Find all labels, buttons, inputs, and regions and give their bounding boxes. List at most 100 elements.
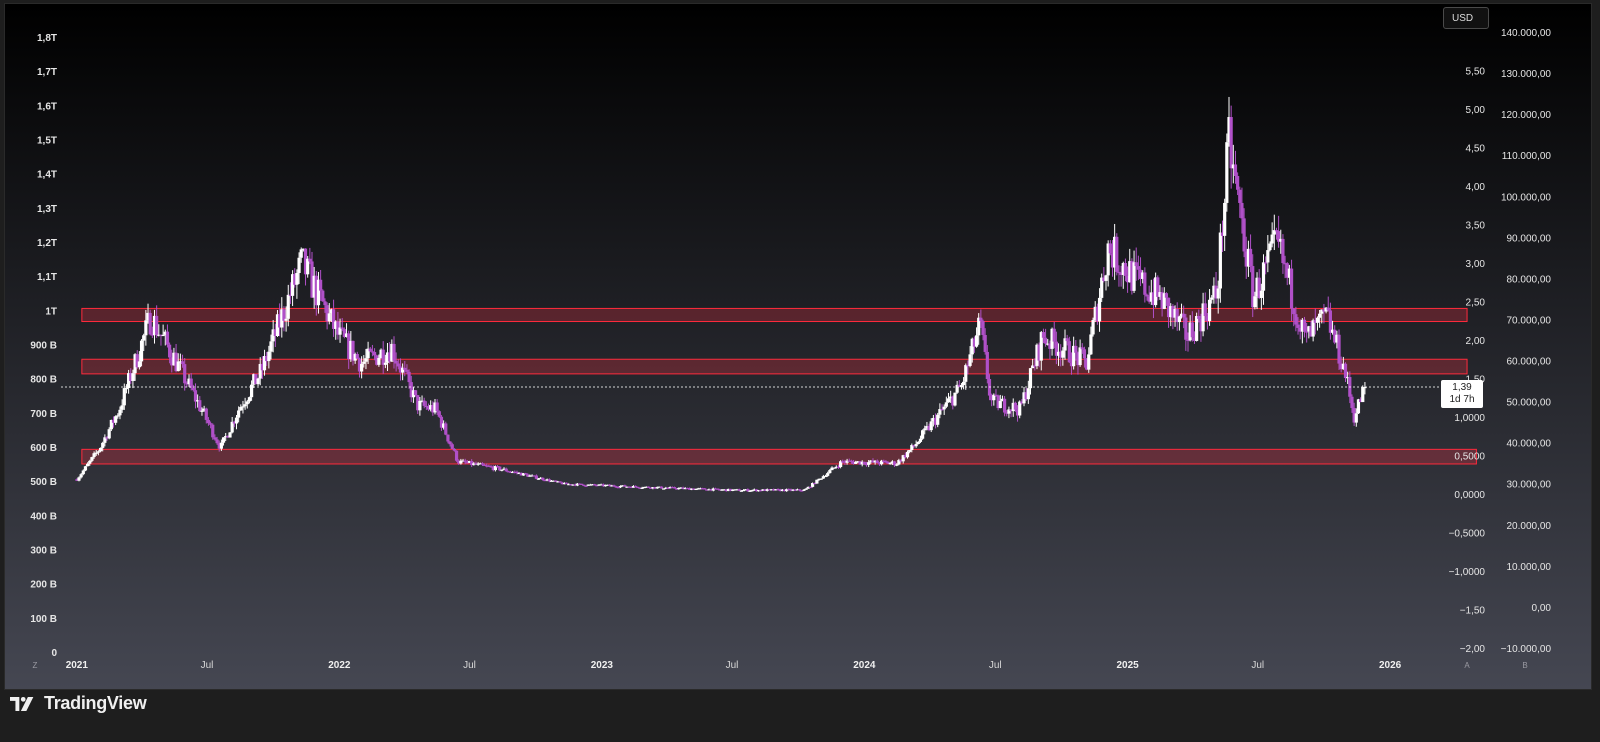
candle-up: [552, 480, 556, 482]
candle-down: [1285, 263, 1289, 278]
candle-down: [370, 351, 375, 353]
candle-down: [413, 390, 418, 396]
candle-up: [133, 354, 137, 374]
right-axis-tick: 60.000,00: [1507, 357, 1552, 368]
candle-down: [515, 471, 519, 474]
candle-up: [299, 249, 303, 258]
candle-down: [903, 455, 907, 458]
candle-down: [793, 489, 797, 491]
candle-up: [521, 473, 526, 476]
candle-up: [769, 489, 774, 491]
candle-down: [1052, 328, 1056, 342]
candle-up: [597, 484, 601, 486]
candle-up: [390, 343, 394, 362]
candle-up: [1026, 388, 1030, 400]
candle-up: [360, 363, 364, 372]
candle-down: [994, 394, 998, 396]
candle-up: [478, 463, 482, 465]
candle-up: [679, 487, 683, 489]
candle-up: [1113, 236, 1117, 268]
candle-down: [601, 484, 605, 487]
left-axis-tick: 1,5T: [37, 136, 57, 147]
candle-down: [426, 406, 431, 410]
resistance-zone[interactable]: [81, 448, 1477, 465]
candle-up: [1173, 308, 1177, 318]
resistance-zone[interactable]: [81, 307, 1468, 323]
left-axis-tick: 300 B: [30, 546, 57, 557]
chart-panel[interactable]: 1,8T 1,7T 1,6T 1,5T 1,4T 1,3T 1,2T 1,1T 1T 900 B 8…: [4, 3, 1592, 690]
candle-up: [200, 410, 204, 412]
corner-label-right[interactable]: B: [1522, 661, 1527, 670]
candle-down: [787, 489, 791, 491]
candle-down: [1322, 309, 1326, 312]
candle-up: [696, 488, 700, 490]
corner-label-left[interactable]: Z: [33, 661, 38, 670]
candle-down: [534, 475, 538, 479]
candle-down: [582, 484, 586, 486]
candle-down: [687, 487, 692, 490]
candle-down: [232, 421, 236, 424]
mid-axis-tick: 3,50: [1466, 221, 1486, 232]
candle-down: [431, 405, 435, 413]
right-axis-tick: 40.000,00: [1507, 439, 1552, 450]
candle-down: [504, 468, 508, 472]
candle-up: [401, 367, 405, 373]
candle-up: [955, 384, 959, 393]
candle-down: [444, 423, 448, 435]
candle-down: [1074, 345, 1078, 353]
candle-up: [103, 437, 107, 443]
candle-up: [1272, 230, 1276, 235]
x-axis-tick: 2024: [853, 660, 876, 671]
candle-down: [1350, 396, 1354, 408]
candle-up: [131, 373, 135, 381]
candle-up: [1104, 275, 1108, 281]
candle-up: [461, 460, 465, 462]
candle-down: [355, 354, 359, 359]
candle-up: [1141, 272, 1145, 279]
candle-up: [178, 361, 182, 363]
candle-up: [1318, 313, 1322, 318]
candle-up: [644, 486, 649, 488]
candle-down: [716, 488, 720, 490]
candle-up: [1106, 243, 1110, 276]
candle-up: [1078, 347, 1082, 366]
candle-up: [511, 471, 515, 474]
candle-up: [774, 489, 778, 491]
candle-down: [864, 463, 869, 466]
price-chart[interactable]: 1,8T 1,7T 1,6T 1,5T 1,4T 1,3T 1,2T 1,1T 1T 900 B 8…: [5, 4, 1591, 689]
candle-down: [899, 460, 903, 462]
candle-up: [1061, 350, 1065, 358]
candle-down: [208, 423, 213, 425]
right-axis-tick: 140.000,00: [1501, 28, 1551, 39]
resistance-zone[interactable]: [81, 358, 1468, 375]
tradingview-logo[interactable]: TradingView: [10, 693, 147, 714]
candle-up: [698, 488, 702, 490]
candle-down: [849, 460, 854, 462]
candle-down: [180, 361, 185, 365]
candle-down: [1117, 271, 1121, 274]
candle-up: [1162, 293, 1166, 309]
candle-down: [435, 402, 439, 412]
mid-axis-tick: 2,50: [1466, 298, 1486, 309]
candle-up: [81, 470, 85, 475]
candle-down: [75, 479, 79, 481]
candle-down: [1136, 266, 1140, 270]
candle-up: [467, 460, 472, 463]
candle-down: [422, 400, 426, 406]
candle-up: [92, 453, 96, 458]
candle-up: [1132, 262, 1136, 291]
candle-up: [1093, 306, 1097, 321]
candle-up: [219, 442, 223, 449]
candle-up: [1056, 351, 1061, 356]
candle-up: [834, 466, 838, 468]
left-axis-tick: 200 B: [30, 580, 57, 591]
candle-up: [124, 387, 129, 390]
candle-down: [1005, 412, 1009, 414]
candle-up: [707, 489, 711, 491]
currency-selector[interactable]: USD: [1443, 7, 1489, 29]
candle-down: [1065, 338, 1069, 342]
candle-up: [301, 248, 305, 250]
corner-label-mid[interactable]: A: [1464, 661, 1470, 670]
candle-up: [280, 309, 284, 328]
candle-up: [888, 463, 892, 465]
